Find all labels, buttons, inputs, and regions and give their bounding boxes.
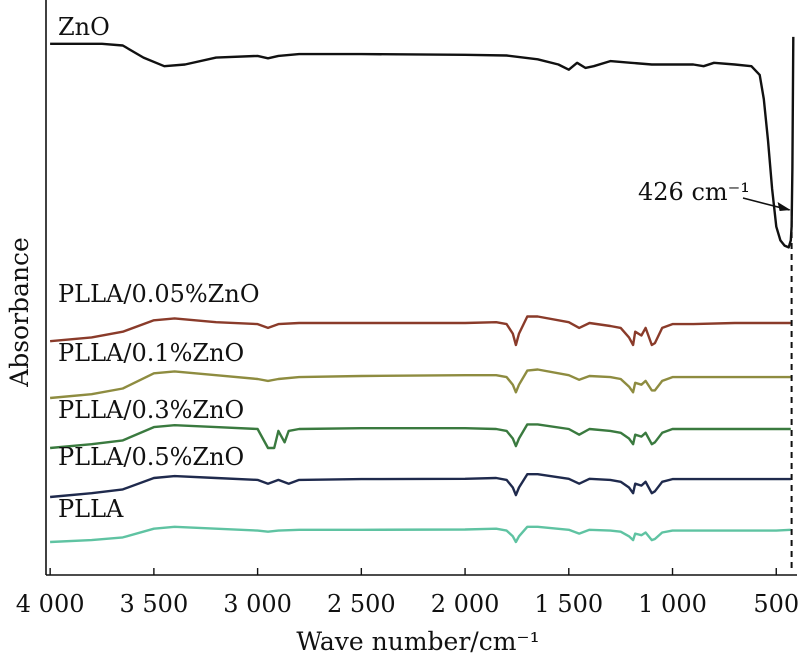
annotations: 426 cm⁻¹ <box>638 178 793 572</box>
series-label-1: PLLA/0.05%ZnO <box>58 280 260 308</box>
x-tick-label-4: 2 000 <box>431 590 500 618</box>
x-tick-label-7: 500 <box>753 590 799 618</box>
annotation-arrow-head <box>777 202 791 211</box>
x-tick-label-0: 4 000 <box>16 590 85 618</box>
series-line-3 <box>49 423 791 450</box>
series-label-5: PLLA <box>58 495 124 523</box>
axes: 4 000 3 500 3 000 2 500 2 000 1 500 1 000 500 <box>16 0 799 618</box>
series-line-4 <box>49 473 791 499</box>
series-line-2 <box>49 368 791 400</box>
x-axis-label: Wave number/cm⁻¹ <box>296 627 539 656</box>
series-label-2: PLLA/0.1%ZnO <box>58 339 244 367</box>
series-label-4: PLLA/0.5%ZnO <box>58 443 244 471</box>
series-line-5 <box>50 525 791 544</box>
y-axis-label: Absorbance <box>5 237 34 388</box>
annotation-label: 426 cm⁻¹ <box>638 178 750 206</box>
series-line-1 <box>49 315 791 347</box>
x-tick-label-5: 1 500 <box>534 590 603 618</box>
series-label-3: PLLA/0.3%ZnO <box>58 396 244 424</box>
x-tick-label-2: 3 000 <box>223 590 292 618</box>
x-tick-label-6: 1 000 <box>638 590 707 618</box>
series-labels: ZnO PLLA/0.05%ZnO PLLA/0.1%ZnO PLLA/0.3%ZnO… <box>58 13 260 523</box>
series-line-0 <box>50 36 795 249</box>
series-layer <box>49 36 795 544</box>
x-tick-label-1: 3 500 <box>120 590 189 618</box>
x-tick-label-3: 2 500 <box>327 590 396 618</box>
series-label-0: ZnO <box>58 13 110 41</box>
